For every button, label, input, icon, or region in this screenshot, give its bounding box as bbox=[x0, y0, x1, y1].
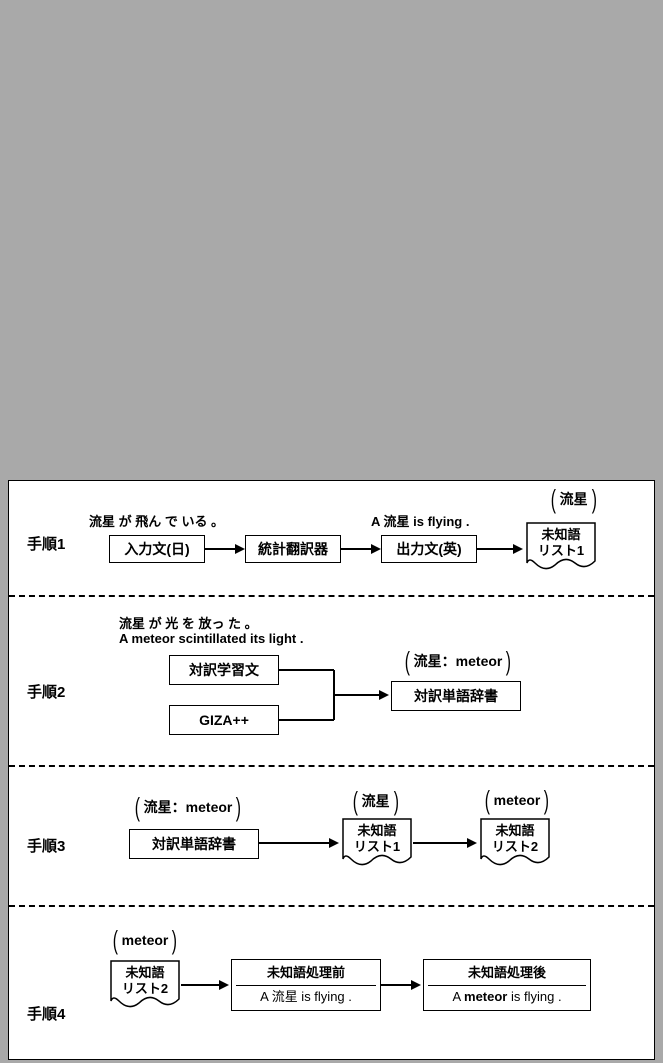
step1-doc-paren: (流星) bbox=[549, 489, 598, 509]
step1-label: 手順1 bbox=[27, 533, 65, 554]
step1-translator-box: 統計翻訳器 bbox=[245, 535, 341, 563]
step3-doc1-paren: (流星) bbox=[351, 791, 400, 811]
stage-1: 手順1 流星 が 飛ん で いる 。 入力文(日) 統計翻訳器 A 流星 is … bbox=[9, 481, 654, 597]
step2-learn-box: 対訳学習文 bbox=[169, 655, 279, 685]
step4-after-box: 未知語処理後 A meteor is flying . bbox=[423, 959, 591, 1011]
arrow-icon bbox=[413, 835, 477, 851]
step2-label: 手順2 bbox=[27, 681, 65, 702]
step1-doc-paren-text: 流星 bbox=[560, 489, 588, 509]
step3-doc2-paren: (meteor) bbox=[483, 791, 551, 809]
step3-doc2-paren-text: meteor bbox=[494, 792, 541, 808]
doc-line: リスト2 bbox=[492, 839, 538, 854]
step3-doc1-paren-text: 流星 bbox=[362, 791, 390, 811]
doc-line: 未知語 bbox=[357, 823, 396, 838]
doc-line: 未知語 bbox=[495, 823, 534, 838]
after-text: A meteor is flying . bbox=[452, 989, 561, 1005]
after-text-pre: A bbox=[452, 989, 464, 1004]
step1-doc: 未知語リスト1 bbox=[525, 521, 597, 571]
joiner-arrow bbox=[279, 655, 389, 735]
doc-line: 未知語 bbox=[125, 965, 164, 980]
step2-dict-paren-text: 流星：meteor bbox=[414, 651, 503, 671]
arrow-icon bbox=[205, 541, 245, 557]
step1-output-caption: A 流星 is flying . bbox=[371, 511, 469, 530]
step1-output-box: 出力文(英) bbox=[381, 535, 477, 563]
after-text-post: is flying . bbox=[507, 989, 561, 1004]
step3-doc1: 未知語リスト1 bbox=[341, 817, 413, 867]
step2-dict-box: 対訳単語辞書 bbox=[391, 681, 521, 711]
doc-line: リスト2 bbox=[122, 981, 168, 996]
step3-dict-paren: (流星：meteor) bbox=[133, 797, 243, 817]
step4-doc-paren: (meteor) bbox=[111, 931, 179, 949]
stage-4: 手順4 (meteor) 未知語リスト2 未知語処理前 A 流星 is flyi… bbox=[9, 907, 654, 1057]
after-text-bold: meteor bbox=[464, 989, 507, 1004]
arrow-icon bbox=[381, 977, 421, 993]
stage-3: 手順3 (流星：meteor) 対訳単語辞書 (流星) 未知語リスト1 (met… bbox=[9, 767, 654, 907]
diagram-panel: 手順1 流星 が 飛ん で いる 。 入力文(日) 統計翻訳器 A 流星 is … bbox=[8, 480, 655, 1060]
step4-doc: 未知語リスト2 bbox=[109, 959, 181, 1009]
arrow-icon bbox=[341, 541, 381, 557]
step3-doc2: 未知語リスト2 bbox=[479, 817, 551, 867]
arrow-icon bbox=[477, 541, 523, 557]
step4-label: 手順4 bbox=[27, 1003, 65, 1024]
step1-input-caption: 流星 が 飛ん で いる 。 bbox=[89, 511, 224, 530]
arrow-icon bbox=[259, 835, 339, 851]
step4-doc-paren-text: meteor bbox=[122, 932, 169, 948]
step2-giza-box: GIZA++ bbox=[169, 705, 279, 735]
step2-dict-paren: (流星：meteor) bbox=[403, 651, 513, 671]
step3-dict-paren-text: 流星：meteor bbox=[144, 797, 233, 817]
doc-line: 未知語 bbox=[541, 527, 580, 542]
step2-caption-line2: A meteor scintillated its light . bbox=[119, 631, 303, 646]
doc-line: リスト1 bbox=[354, 839, 400, 854]
step3-label: 手順3 bbox=[27, 835, 65, 856]
stage-2: 手順2 流星 が 光 を 放っ た 。 A meteor scintillate… bbox=[9, 597, 654, 767]
step4-before-box: 未知語処理前 A 流星 is flying . bbox=[231, 959, 381, 1011]
step2-caption-line1: 流星 が 光 を 放っ た 。 bbox=[119, 613, 258, 632]
arrow-icon bbox=[181, 977, 229, 993]
after-title: 未知語処理後 bbox=[428, 965, 586, 985]
step3-dict-box: 対訳単語辞書 bbox=[129, 829, 259, 859]
before-title: 未知語処理前 bbox=[236, 965, 376, 985]
step1-input-box: 入力文(日) bbox=[109, 535, 205, 563]
doc-line: リスト1 bbox=[538, 543, 584, 558]
before-text: A 流星 is flying . bbox=[260, 989, 352, 1005]
